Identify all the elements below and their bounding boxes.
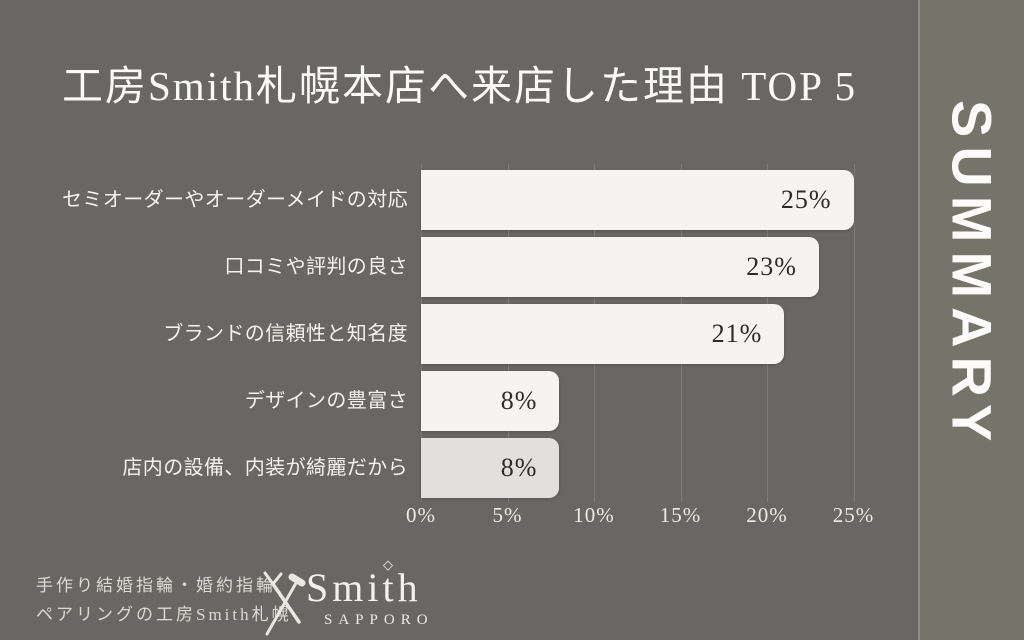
category-label: 店内の設備、内装が綺麗だから	[122, 457, 408, 479]
axis-tick-label: 0%	[406, 503, 436, 527]
category-label: 口コミや評判の良さ	[224, 256, 408, 278]
summary-sidebar: SUMMARY	[920, 0, 1024, 640]
footer-tagline: 手作り結婚指輪・婚約指輪 ペアリングの工房Smith札幌	[36, 571, 292, 629]
bar: 25%	[421, 170, 854, 230]
axis-tick-label: 15%	[659, 503, 702, 527]
category-label: デザインの豊富さ	[244, 390, 408, 412]
gridline	[853, 164, 855, 502]
bar-value-label: 23%	[746, 252, 797, 281]
bar-value-label: 8%	[500, 386, 538, 415]
bar-value-label: 21%	[711, 319, 763, 348]
bar: 8%	[421, 438, 560, 498]
bar-value-label: 25%	[780, 185, 832, 214]
category-label: セミオーダーやオーダーメイドの対応	[62, 189, 408, 211]
brand-name: Smith ◇	[306, 557, 422, 610]
brand-logo: Smith ◇ SAPPORO	[258, 557, 428, 640]
footer-tagline-line1: 手作り結婚指輪・婚約指輪	[36, 576, 276, 595]
diamond-icon: ◇	[383, 557, 397, 572]
axis-tick-label: 20%	[746, 503, 788, 527]
bar: 8%	[421, 371, 560, 431]
crossed-tools-icon	[263, 571, 306, 636]
bar-value-label: 8%	[500, 453, 538, 482]
bar: 23%	[421, 237, 819, 297]
axis-tick-label: 5%	[492, 503, 523, 527]
axis-tick-label: 10%	[573, 503, 615, 527]
category-label: ブランドの信頼性と知名度	[163, 323, 408, 345]
page-title: 工房Smith札幌本店へ来店した理由 TOP 5	[62, 63, 858, 109]
brand-sub: SAPPORO	[324, 612, 434, 628]
side-band-divider	[918, 0, 920, 640]
axis-tick-label: 25%	[832, 503, 875, 527]
bar: 21%	[421, 304, 785, 364]
footer-tagline-line2: ペアリングの工房Smith札幌	[36, 605, 292, 624]
summary-label: SUMMARY	[940, 100, 1004, 451]
